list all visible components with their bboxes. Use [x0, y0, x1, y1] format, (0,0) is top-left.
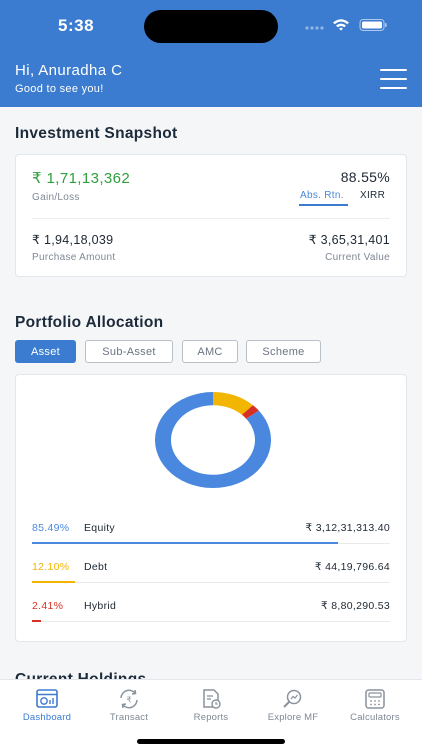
debt-bar-track: [32, 581, 390, 583]
hybrid-percent: 2.41%: [32, 600, 64, 612]
reports-icon: [203, 689, 221, 709]
equity-label: Equity: [84, 522, 115, 534]
tab-reports[interactable]: Reports: [169, 680, 253, 730]
calculator-icon: [365, 689, 385, 709]
app-header: 5:38 Hi, Anuradha C Good to see you!: [0, 0, 422, 107]
tab-asset[interactable]: Asset: [15, 340, 76, 363]
tab-calculators-label: Calculators: [350, 712, 400, 723]
tab-transact-label: Transact: [109, 712, 149, 723]
transact-icon: ₹: [120, 689, 138, 709]
portfolio-allocation-title: Portfolio Allocation: [15, 314, 164, 331]
cellular-signal-icon: [305, 26, 324, 30]
explore-icon: [283, 689, 302, 708]
greeting-subtitle: Good to see you!: [15, 83, 104, 95]
purchase-amount-value: ₹ 1,94,18,039: [32, 233, 114, 247]
gain-loss-value: ₹ 1,71,13,362: [32, 170, 131, 187]
home-indicator: [137, 739, 285, 744]
current-value-label: Current Value: [325, 252, 390, 263]
bottom-tab-bar: Dashboard ₹ Transact Reports Explore MF: [0, 679, 422, 750]
tab-scheme[interactable]: Scheme: [246, 340, 321, 363]
hybrid-value: ₹ 8,80,290.53: [321, 600, 390, 612]
hybrid-bar-fill: [32, 620, 41, 622]
tab-transact[interactable]: ₹ Transact: [87, 680, 171, 730]
wifi-icon: [333, 19, 349, 31]
current-value-value: ₹ 3,65,31,401: [308, 233, 390, 247]
xirr-toggle[interactable]: XIRR: [360, 190, 386, 201]
svg-text:₹: ₹: [126, 696, 131, 705]
battery-icon: [359, 19, 387, 31]
allocation-donut-chart: [155, 392, 271, 488]
equity-percent: 85.49%: [32, 522, 70, 534]
gain-loss-label: Gain/Loss: [32, 192, 80, 203]
status-icons: [305, 19, 387, 31]
tab-amc[interactable]: AMC: [182, 340, 238, 363]
debt-label: Debt: [84, 561, 108, 573]
tab-sub-asset[interactable]: Sub-Asset: [85, 340, 173, 363]
dashboard-icon: [36, 689, 58, 708]
debt-value: ₹ 44,19,796.64: [314, 561, 390, 573]
toggle-active-indicator: [299, 204, 348, 206]
hybrid-slice: [241, 405, 259, 419]
card-divider: [32, 218, 390, 219]
tab-explore-mf[interactable]: Explore MF: [251, 680, 335, 730]
return-percent: 88.55%: [340, 169, 390, 185]
hybrid-bar-track: [32, 620, 390, 622]
debt-slice: [213, 392, 253, 415]
equity-bar-track: [32, 542, 390, 544]
tab-dashboard[interactable]: Dashboard: [5, 680, 89, 730]
debt-bar-fill: [32, 581, 76, 583]
equity-bar-fill: [32, 542, 339, 544]
debt-percent: 12.10%: [32, 561, 70, 573]
abs-return-toggle[interactable]: Abs. Rtn.: [300, 190, 344, 201]
status-time: 5:38: [58, 16, 95, 35]
hybrid-label: Hybrid: [84, 600, 117, 612]
purchase-amount-label: Purchase Amount: [32, 252, 116, 263]
hamburger-menu-icon[interactable]: [380, 69, 407, 89]
equity-value: ₹ 3,12,31,313.40: [305, 522, 390, 534]
investment-snapshot-card: ₹ 1,71,13,362 Gain/Loss 88.55% Abs. Rtn.…: [15, 154, 407, 277]
greeting-name: Hi, Anuradha C: [15, 62, 123, 79]
tab-calculators[interactable]: Calculators: [333, 680, 417, 730]
tab-explore-mf-label: Explore MF: [267, 712, 319, 723]
dynamic-island: [144, 10, 278, 43]
allocation-card: 85.49% Equity ₹ 3,12,31,313.40 12.10% De…: [15, 374, 407, 642]
tab-dashboard-label: Dashboard: [22, 712, 72, 723]
tab-reports-label: Reports: [193, 712, 229, 723]
investment-snapshot-title: Investment Snapshot: [15, 125, 178, 142]
